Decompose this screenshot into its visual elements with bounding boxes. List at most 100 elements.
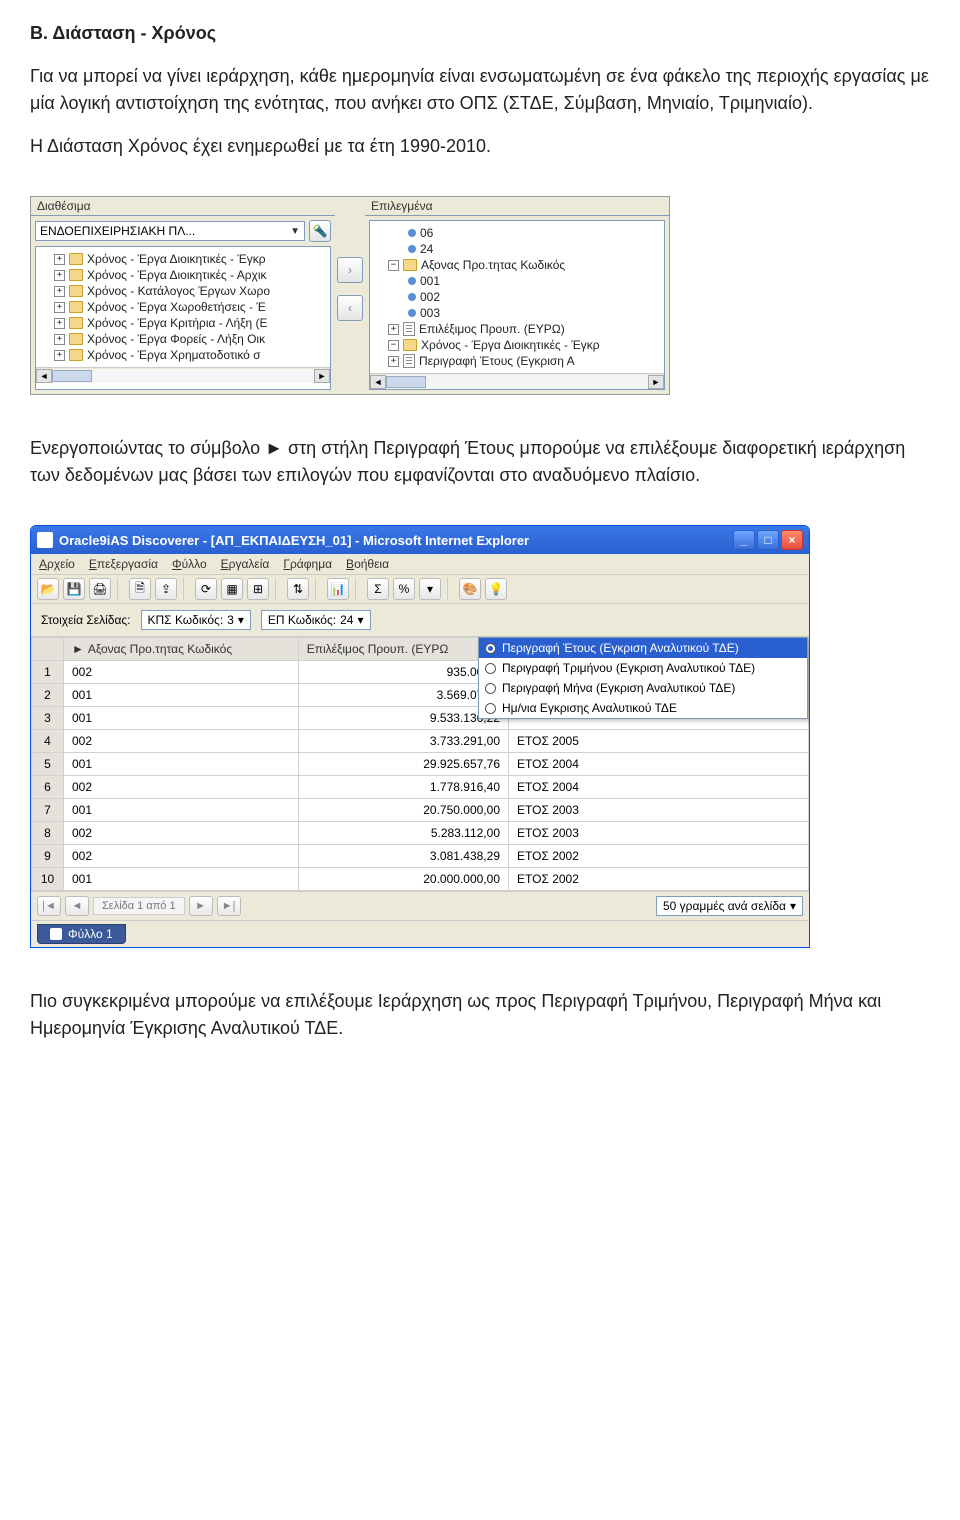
table-row[interactable]: 1000120.000.000,00ΕΤΟΣ 2002 xyxy=(32,868,809,891)
selected-item[interactable]: 06 xyxy=(372,225,662,241)
menubar[interactable]: Αρχείο Επεξεργασία Φύλλο Εργαλεία Γράφημα Βοή… xyxy=(31,554,809,575)
radio-icon xyxy=(485,663,496,674)
selected-item[interactable]: +Επιλέξιμος Προυπ. (ΕΥΡΩ) xyxy=(372,321,662,337)
expand-icon[interactable]: + xyxy=(388,324,399,335)
print-icon[interactable]: 🖨 xyxy=(89,578,111,600)
expand-icon[interactable]: + xyxy=(54,350,65,361)
collapse-icon[interactable]: − xyxy=(388,340,399,351)
flashlight-button[interactable]: 🔦 xyxy=(309,220,331,242)
sheet-tabs: Φύλλο 1 xyxy=(31,920,809,947)
available-item[interactable]: +Χρόνος - Έργα Φορείς - Λήξη Οικ xyxy=(38,331,328,347)
bullet-icon xyxy=(408,277,416,285)
folder-icon xyxy=(69,333,83,345)
table-row[interactable]: 40023.733.291,00ΕΤΟΣ 2005 xyxy=(32,730,809,753)
available-item[interactable]: +Χρόνος - Έργα Χωροθετήσεις - Έ xyxy=(38,299,328,315)
datasource-combo[interactable]: ΕΝΔΟΕΠΙΧΕΙΡΗΣΙΑΚΗ ΠΛ... ▼ xyxy=(35,221,305,241)
close-button[interactable]: × xyxy=(781,530,803,550)
light-icon[interactable]: 💡 xyxy=(485,578,507,600)
scroll-left-icon[interactable]: ◄ xyxy=(36,369,52,383)
selected-item[interactable]: 002 xyxy=(372,289,662,305)
menu-item[interactable]: Επεξεργασία xyxy=(89,557,158,571)
selected-item[interactable]: −Χρόνος - Έργα Διοικητικές - Έγκρ xyxy=(372,337,662,353)
menu-item[interactable]: Αρχείο xyxy=(39,557,75,571)
sort-icon[interactable]: ⇅ xyxy=(287,578,309,600)
paragraph-2: Η Διάσταση Χρόνος έχει ενημερωθεί με τα … xyxy=(30,133,930,160)
expand-icon[interactable]: + xyxy=(388,356,399,367)
available-item[interactable]: +Χρόνος - Κατάλογος Έργων Χωρο xyxy=(38,283,328,299)
dropdown-option[interactable]: Περιγραφή Τριμήνου (Εγκριση Αναλυτικού Τ… xyxy=(479,658,807,678)
next-page-button[interactable]: ► xyxy=(189,896,213,916)
chart-icon[interactable]: 📊 xyxy=(327,578,349,600)
remove-button[interactable]: ‹ xyxy=(337,295,363,321)
transfer-buttons: › ‹ xyxy=(335,197,365,394)
table-row[interactable]: 500129.925.657,76ΕΤΟΣ 2004 xyxy=(32,753,809,776)
window-title: Oracle9iAS Discoverer - [ΑΠ_ΕΚΠΑΙΔΕΥΣΗ_0… xyxy=(59,533,727,548)
available-tree[interactable]: +Χρόνος - Έργα Διοικητικές - Έγκρ+Χρόνος… xyxy=(36,247,330,367)
table-row[interactable]: 90023.081.438,29ΕΤΟΣ 2002 xyxy=(32,845,809,868)
expand-icon[interactable]: + xyxy=(54,254,65,265)
selected-item[interactable]: 003 xyxy=(372,305,662,321)
collapse-icon[interactable]: − xyxy=(388,260,399,271)
menu-item[interactable]: Γράφημα xyxy=(283,557,332,571)
table-row[interactable]: 700120.750.000,00ΕΤΟΣ 2003 xyxy=(32,799,809,822)
folder-icon xyxy=(69,317,83,329)
expand-icon[interactable]: + xyxy=(54,286,65,297)
year-hierarchy-dropdown[interactable]: Περιγραφή Έτους (Εγκριση Αναλυτικού ΤΔΕ)… xyxy=(478,637,808,719)
paragraph-3: Ενεργοποιώντας το σύμβολο ► στη στήλη Πε… xyxy=(30,435,930,489)
selected-item[interactable]: −Αξονας Προ.τητας Κωδικός xyxy=(372,257,662,273)
export-icon[interactable]: ⇪ xyxy=(155,578,177,600)
titlebar[interactable]: Oracle9iAS Discoverer - [ΑΠ_ΕΚΠΑΙΔΕΥΣΗ_0… xyxy=(31,526,809,554)
menu-item[interactable]: Βοήθεια xyxy=(346,557,389,571)
menu-item[interactable]: Εργαλεία xyxy=(221,557,270,571)
last-page-button[interactable]: ►| xyxy=(217,896,241,916)
folder-icon xyxy=(69,349,83,361)
expand-icon[interactable]: + xyxy=(54,318,65,329)
expand-icon[interactable]: + xyxy=(54,334,65,345)
available-item[interactable]: +Χρόνος - Έργα Διοικητικές - Έγκρ xyxy=(38,251,328,267)
scrollbar-right[interactable]: ◄ ► xyxy=(370,373,664,389)
scroll-right-icon[interactable]: ► xyxy=(648,375,664,389)
selected-item[interactable]: 001 xyxy=(372,273,662,289)
sheet-icon xyxy=(50,928,62,940)
rows-per-page-selector[interactable]: 50 γραμμές ανά σελίδα ▾ xyxy=(656,896,803,916)
available-item[interactable]: +Χρόνος - Έργα Κριτήρια - Λήξη (Ε xyxy=(38,315,328,331)
open-icon[interactable]: 📂 xyxy=(37,578,59,600)
table-icon[interactable]: ⊞ xyxy=(247,578,269,600)
dropdown-option[interactable]: Ημ/νια Εγκρισης Αναλυτικού ΤΔΕ xyxy=(479,698,807,718)
doc-bottom: Πιο συγκεκριμένα μπορούμε να επιλέξουμε … xyxy=(0,968,960,1068)
scroll-right-icon[interactable]: ► xyxy=(314,369,330,383)
available-item[interactable]: +Χρόνος - Έργα Χρηματοδοτικό σ xyxy=(38,347,328,363)
dropdown-option[interactable]: Περιγραφή Μήνα (Εγκριση Αναλυτικού ΤΔΕ) xyxy=(479,678,807,698)
filter-icon[interactable]: ▾ xyxy=(419,578,441,600)
minimize-button[interactable]: _ xyxy=(733,530,755,550)
add-button[interactable]: › xyxy=(337,257,363,283)
sheet-tab-1[interactable]: Φύλλο 1 xyxy=(37,924,126,944)
percent-icon[interactable]: % xyxy=(393,578,415,600)
ep-selector[interactable]: ΕΠ Κωδικός: 24 ▾ xyxy=(261,610,371,630)
pager-bar: |◄ ◄ Σελίδα 1 από 1 ► ►| 50 γραμμές ανά … xyxy=(31,891,809,920)
palette-icon[interactable]: 🎨 xyxy=(459,578,481,600)
first-page-button[interactable]: |◄ xyxy=(37,896,61,916)
dropdown-option[interactable]: Περιγραφή Έτους (Εγκριση Αναλυτικού ΤΔΕ) xyxy=(479,638,807,658)
paragraph-1: Για να μπορεί να γίνει ιεράρχηση, κάθε η… xyxy=(30,63,930,117)
selected-tree[interactable]: 0624−Αξονας Προ.τητας Κωδικός001002003+Ε… xyxy=(370,221,664,373)
table-row[interactable]: 80025.283.112,00ΕΤΟΣ 2003 xyxy=(32,822,809,845)
folder-icon xyxy=(403,259,417,271)
sheet-icon[interactable]: ▦ xyxy=(221,578,243,600)
save-icon[interactable]: 💾 xyxy=(63,578,85,600)
expand-icon[interactable]: + xyxy=(54,302,65,313)
selected-item[interactable]: 24 xyxy=(372,241,662,257)
menu-item[interactable]: Φύλλο xyxy=(172,557,207,571)
sum-icon[interactable]: Σ xyxy=(367,578,389,600)
table-row[interactable]: 60021.778.916,40ΕΤΟΣ 2004 xyxy=(32,776,809,799)
prev-page-button[interactable]: ◄ xyxy=(65,896,89,916)
scroll-left-icon[interactable]: ◄ xyxy=(370,375,386,389)
selected-item[interactable]: +Περιγραφή Έτους (Εγκριση Α xyxy=(372,353,662,369)
maximize-button[interactable]: □ xyxy=(757,530,779,550)
scrollbar-left[interactable]: ◄ ► xyxy=(36,367,330,383)
expand-icon[interactable]: + xyxy=(54,270,65,281)
available-item[interactable]: +Χρόνος - Έργα Διοικητικές - Αρχικ xyxy=(38,267,328,283)
print-preview-icon[interactable]: 🗎 xyxy=(129,578,151,600)
refresh-icon[interactable]: ⟳ xyxy=(195,578,217,600)
kps-selector[interactable]: ΚΠΣ Κωδικός: 3 ▾ xyxy=(141,610,251,630)
